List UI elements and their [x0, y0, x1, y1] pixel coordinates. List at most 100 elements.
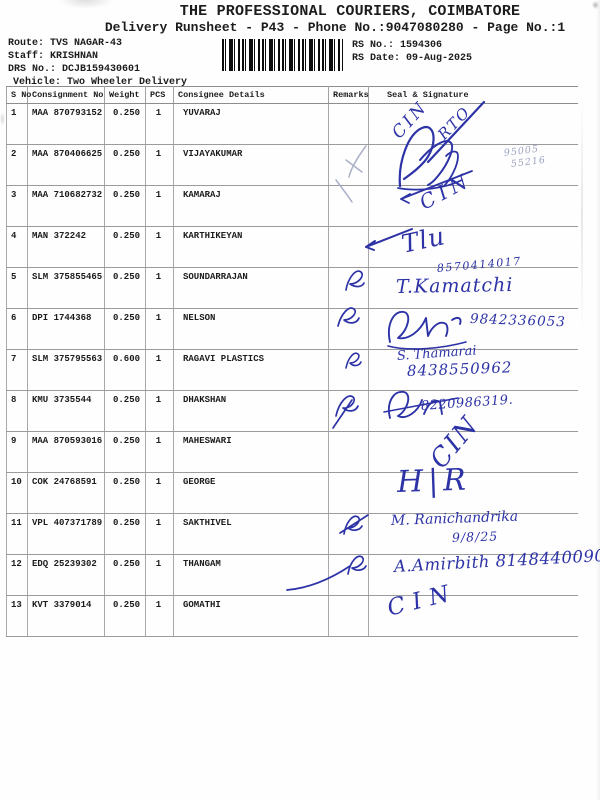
table-row: 1 MAA 870793152 0.250 1 YUVARAJ — [6, 103, 578, 145]
cell-remarks — [328, 267, 369, 309]
col-header-weight: Weight — [104, 86, 146, 104]
cell-pcs: 1 — [145, 185, 174, 227]
cell-consignee: RAGAVI PLASTICS — [173, 349, 329, 391]
cell-pcs: 1 — [145, 226, 174, 268]
company-title: THE PROFESSIONAL COURIERS, COIMBATORE — [179, 3, 521, 20]
cell-pcs: 1 — [145, 472, 174, 514]
cell-remarks — [328, 349, 369, 391]
cell-sno: 11 — [6, 513, 28, 555]
cell-sno: 10 — [6, 472, 28, 514]
cell-sno: 9 — [6, 431, 28, 473]
cell-sno: 1 — [6, 103, 28, 145]
runsheet-subtitle: Delivery Runsheet - P43 - Phone No.:9047… — [104, 20, 566, 35]
cell-seal — [368, 431, 578, 473]
table-row: 2 MAA 870406625 0.250 1 VIJAYAKUMAR — [6, 144, 578, 186]
cell-pcs: 1 — [145, 144, 174, 186]
cell-remarks — [328, 431, 369, 473]
cell-pcs: 1 — [145, 349, 174, 391]
cell-consignee: SAKTHIVEL — [173, 513, 329, 555]
cell-consignee: SOUNDARRAJAN — [173, 267, 329, 309]
cell-pcs: 1 — [145, 103, 174, 145]
cell-remarks — [328, 185, 369, 227]
cell-remarks — [328, 595, 369, 637]
cell-consignment: VPL 407371789 — [27, 513, 105, 555]
cell-weight: 0.250 — [104, 431, 146, 473]
cell-sno: 8 — [6, 390, 28, 432]
drs-number: DRS No.: DCJB159430601 — [8, 64, 141, 75]
table-header-row: S No Consignment No Weight PCS Consignee… — [6, 86, 578, 104]
scan-edge — [596, 0, 600, 800]
cell-weight: 0.250 — [104, 308, 146, 350]
cell-remarks — [328, 554, 369, 596]
cell-sno: 12 — [6, 554, 28, 596]
cell-sno: 13 — [6, 595, 28, 637]
cell-remarks — [328, 226, 369, 268]
route-label: Route: TVS NAGAR-43 — [8, 38, 123, 49]
col-header-sno: S No — [6, 86, 31, 104]
rs-date: RS Date: 09-Aug-2025 — [352, 53, 473, 64]
table-row: 13 KVT 3379014 0.250 1 GOMATHI — [6, 595, 578, 637]
staff-label: Staff: KRISHNAN — [8, 51, 99, 62]
cell-consignee: KAMARAJ — [173, 185, 329, 227]
cell-consignee: KARTHIKEYAN — [173, 226, 329, 268]
table-row: 10 COK 24768591 0.250 1 GEORGE — [6, 472, 578, 514]
col-header-pcs: PCS — [145, 86, 174, 104]
rs-number: RS No.: 1594306 — [352, 40, 443, 51]
signature-row11-name: M. Ranichandrika — [390, 508, 519, 529]
cell-pcs: 1 — [145, 554, 174, 596]
cell-consignment: KMU 3735544 — [27, 390, 105, 432]
cell-consignment: MAA 870406625 — [27, 144, 105, 186]
cell-weight: 0.250 — [104, 472, 146, 514]
scan-smudge — [0, 112, 5, 126]
cell-pcs: 1 — [145, 513, 174, 555]
cell-seal — [368, 349, 578, 391]
cell-consignment: SLM 375855465 — [27, 267, 105, 309]
cell-pcs: 1 — [145, 267, 174, 309]
cell-pcs: 1 — [145, 308, 174, 350]
scan-smudge — [581, 95, 583, 335]
vehicle-label: Vehicle: Two Wheeler Delivery — [13, 77, 188, 88]
cell-consignee: MAHESWARI — [173, 431, 329, 473]
cell-consignee: GEORGE — [173, 472, 329, 514]
signature-row11-date: 9/8/25 — [451, 528, 499, 545]
cell-seal — [368, 554, 578, 596]
cell-weight: 0.250 — [104, 226, 146, 268]
cell-remarks — [328, 390, 369, 432]
cell-remarks — [328, 472, 369, 514]
cell-seal — [368, 595, 578, 637]
cell-consignment: MAA 870793152 — [27, 103, 105, 145]
cell-consignment: MAA 870593016 — [27, 431, 105, 473]
cell-seal — [368, 185, 578, 227]
cell-consignee: VIJAYAKUMAR — [173, 144, 329, 186]
col-header-remarks: Remarks — [328, 86, 369, 104]
cell-consignment: KVT 3379014 — [27, 595, 105, 637]
rs-barcode — [222, 39, 343, 71]
signature-row5-name: T.Kamatchi — [395, 273, 514, 298]
signature-row10: H|R — [396, 462, 472, 500]
cell-consignment: EDQ 25239302 — [27, 554, 105, 596]
cell-remarks — [328, 308, 369, 350]
cell-pcs: 1 — [145, 595, 174, 637]
table-row: 3 MAA 710682732 0.250 1 KAMARAJ — [6, 185, 578, 227]
signature-row7-phone: 8438550962 — [406, 358, 513, 380]
cell-remarks — [328, 103, 369, 145]
cell-consignment: MAN 372242 — [27, 226, 105, 268]
cell-consignment: DPI 1744368 — [27, 308, 105, 350]
cell-consignee: DHAKSHAN — [173, 390, 329, 432]
cell-consignee: YUVARAJ — [173, 103, 329, 145]
cell-consignee: NELSON — [173, 308, 329, 350]
cell-sno: 2 — [6, 144, 28, 186]
cell-pcs: 1 — [145, 390, 174, 432]
cell-consignee: GOMATHI — [173, 595, 329, 637]
col-header-consignee: Consignee Details — [173, 86, 329, 104]
cell-weight: 0.250 — [104, 103, 146, 145]
cell-consignment: COK 24768591 — [27, 472, 105, 514]
cell-weight: 0.250 — [104, 390, 146, 432]
cell-seal — [368, 513, 578, 555]
signature-row6-phone: 9842336053 — [469, 311, 567, 331]
cell-sno: 6 — [6, 308, 28, 350]
cell-weight: 0.250 — [104, 144, 146, 186]
cell-weight: 0.600 — [104, 349, 146, 391]
cell-sno: 5 — [6, 267, 28, 309]
